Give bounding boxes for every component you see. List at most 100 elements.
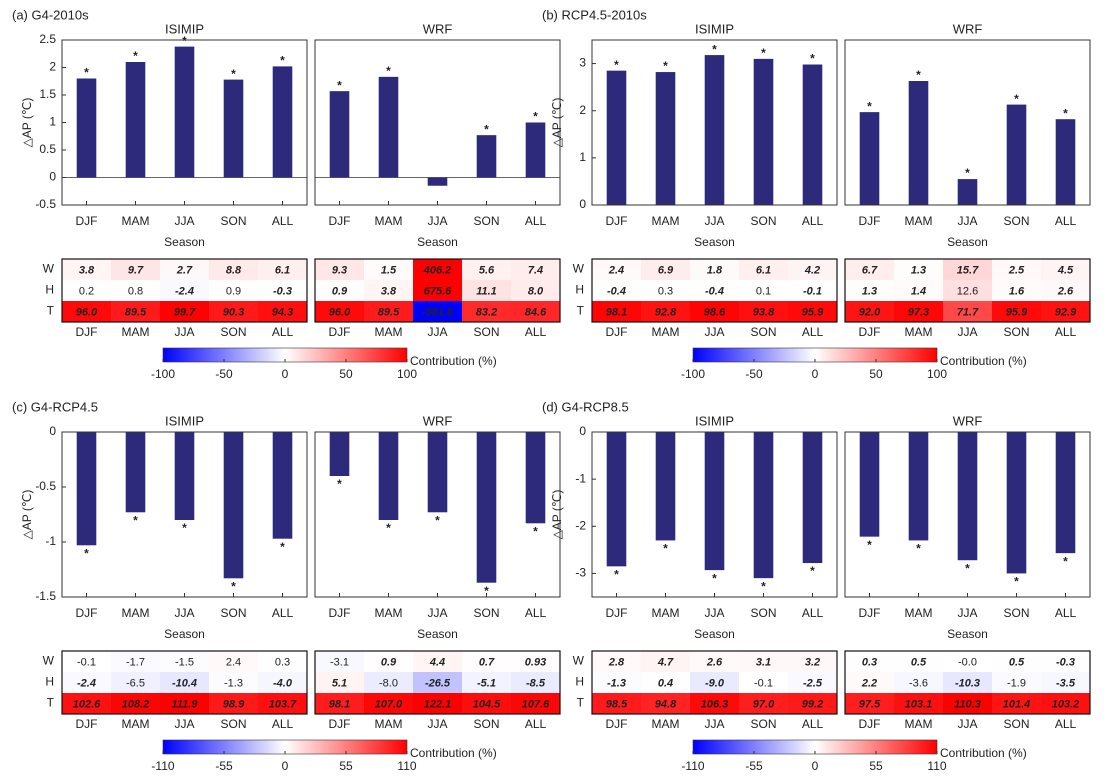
bar bbox=[223, 432, 244, 579]
x-tick-label: SON bbox=[473, 606, 499, 620]
cell-value: 99.7 bbox=[174, 306, 196, 318]
x-tick-label: SON bbox=[750, 214, 776, 228]
heatmap-cell bbox=[690, 693, 739, 714]
cell-value: 4.7 bbox=[657, 656, 674, 668]
cell-value: 89.5 bbox=[125, 306, 147, 318]
heatmap-x-label: MAM bbox=[122, 717, 150, 731]
heatmap-cell bbox=[894, 672, 943, 693]
cell-value: 95.9 bbox=[1006, 306, 1028, 318]
colorbar-tick-label: 55 bbox=[339, 759, 353, 773]
y-tick-label: 1 bbox=[579, 150, 586, 164]
colorbar-tick-label: 50 bbox=[869, 367, 883, 381]
heatmap-cell bbox=[111, 693, 160, 714]
subplot-title: WRF bbox=[423, 413, 453, 428]
heatmap-x-label: DJF bbox=[76, 325, 98, 339]
cell-value: 92.0 bbox=[859, 306, 881, 318]
heatmap-x-label: DJF bbox=[606, 717, 628, 731]
significance-marker: * bbox=[133, 49, 138, 63]
x-axis-label: Season bbox=[947, 235, 988, 249]
x-axis-label: Season bbox=[417, 235, 458, 249]
heatmap-cell bbox=[62, 280, 111, 301]
heatmap-cell bbox=[364, 672, 413, 693]
heatmap-frame bbox=[844, 258, 1091, 323]
bar bbox=[329, 432, 350, 476]
cell-value: 0.7 bbox=[479, 656, 495, 668]
bar bbox=[859, 112, 880, 205]
row-label: W bbox=[573, 262, 585, 276]
heatmap-cell bbox=[690, 280, 739, 301]
heatmap-x-label: JJA bbox=[174, 325, 194, 339]
bar bbox=[908, 81, 929, 205]
heatmap-cell bbox=[1041, 693, 1090, 714]
significance-marker: * bbox=[1063, 106, 1068, 120]
heatmap-cell bbox=[511, 693, 560, 714]
heatmap-cell bbox=[592, 651, 641, 672]
cell-value: 98.5 bbox=[606, 698, 628, 710]
heatmap-x-label: ALL bbox=[1055, 325, 1077, 339]
row-label: H bbox=[575, 283, 584, 297]
row-label: T bbox=[577, 304, 585, 318]
cell-value: 101.4 bbox=[1003, 698, 1031, 710]
cell-value: 0.93 bbox=[525, 656, 546, 668]
x-axis-label: Season bbox=[164, 627, 205, 641]
significance-marker: * bbox=[867, 99, 872, 113]
heatmap-cell bbox=[992, 672, 1041, 693]
colorbar-label: Contribution (%) bbox=[410, 746, 497, 760]
heatmap-cell bbox=[209, 672, 258, 693]
panel-title: (d) G4-RCP8.5 bbox=[542, 399, 629, 414]
heatmap-cell bbox=[845, 651, 894, 672]
heatmap-x-label: MAM bbox=[905, 325, 933, 339]
y-tick-label: 1 bbox=[49, 115, 56, 129]
colorbar-tick-label: -50 bbox=[215, 367, 233, 381]
bar bbox=[329, 91, 350, 178]
cell-value: -0.3 bbox=[273, 285, 292, 297]
heatmap-cell bbox=[511, 259, 560, 280]
heatmap-cell bbox=[739, 301, 788, 322]
heatmap-cell bbox=[364, 301, 413, 322]
heatmap-cell bbox=[413, 693, 462, 714]
y-tick-label: 1.5 bbox=[39, 87, 56, 101]
cell-value: 6.7 bbox=[862, 264, 878, 276]
heatmap-x-label: DJF bbox=[859, 717, 881, 731]
cell-value: 0.5 bbox=[911, 656, 927, 668]
heatmap-cell bbox=[111, 651, 160, 672]
x-tick-label: DJF bbox=[606, 214, 628, 228]
cell-value: 93.8 bbox=[753, 306, 775, 318]
x-tick-label: MAM bbox=[652, 214, 680, 228]
x-tick-label: SON bbox=[750, 606, 776, 620]
x-tick-label: MAM bbox=[652, 606, 680, 620]
heatmap-cell bbox=[992, 259, 1041, 280]
bar bbox=[125, 432, 146, 513]
significance-marker: * bbox=[337, 477, 342, 491]
colorbar-tick-label: -110 bbox=[681, 759, 704, 773]
y-tick-label: 0 bbox=[49, 170, 56, 184]
heatmap-cell bbox=[511, 651, 560, 672]
heatmap-x-label: DJF bbox=[859, 325, 881, 339]
cell-value: -8.5 bbox=[526, 677, 546, 689]
heatmap-cell bbox=[315, 672, 364, 693]
x-tick-label: DJF bbox=[76, 214, 98, 228]
cell-value: 1.3 bbox=[862, 285, 877, 297]
cell-value: -2.4 bbox=[175, 285, 194, 297]
heatmap-x-label: ALL bbox=[525, 325, 547, 339]
cell-value: 96.0 bbox=[76, 306, 98, 318]
y-tick-label: 0 bbox=[49, 424, 56, 438]
bar bbox=[272, 432, 293, 539]
bar bbox=[1055, 119, 1076, 205]
heatmap-x-label: ALL bbox=[272, 325, 294, 339]
cell-value: 90.3 bbox=[223, 306, 244, 318]
significance-marker: * bbox=[133, 513, 138, 527]
cell-value: 7.4 bbox=[528, 264, 543, 276]
y-axis-label: △AP (℃) bbox=[550, 490, 564, 540]
axes-frame bbox=[844, 431, 1091, 598]
heatmap-cell bbox=[690, 672, 739, 693]
heatmap-cell bbox=[413, 280, 462, 301]
heatmap-cell bbox=[592, 301, 641, 322]
heatmap-cell bbox=[845, 280, 894, 301]
heatmap-x-label: ALL bbox=[525, 717, 547, 731]
heatmap-cell bbox=[462, 693, 511, 714]
heatmap-cell bbox=[258, 672, 307, 693]
heatmap-cell bbox=[690, 259, 739, 280]
heatmap-cell bbox=[845, 301, 894, 322]
